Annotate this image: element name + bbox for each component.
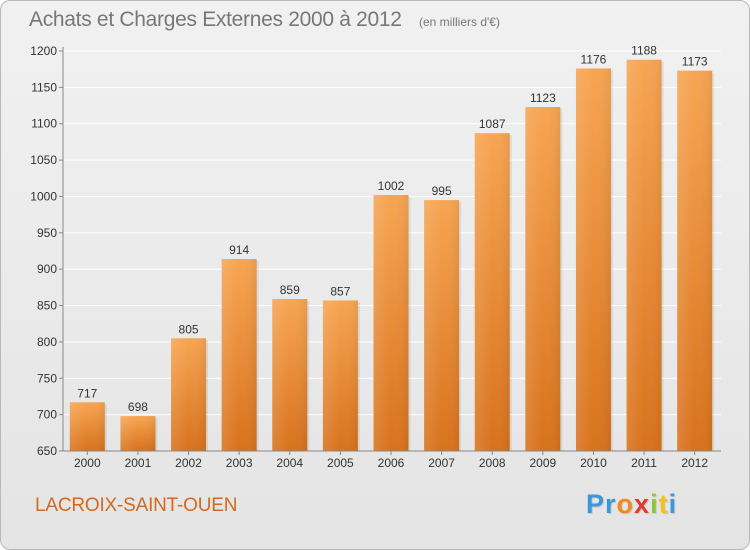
bar-value-label: 1173	[682, 55, 708, 69]
x-tick-label: 2011	[631, 456, 657, 470]
y-tick-label: 800	[37, 335, 57, 349]
x-tick-label: 2002	[175, 456, 202, 470]
logo-letter: i	[668, 489, 678, 519]
bar-value-label: 1188	[631, 44, 657, 58]
bars	[69, 59, 715, 452]
x-tick-label: 2007	[428, 456, 455, 470]
bar-value-label: 805	[179, 322, 199, 336]
y-tick-label: 1100	[31, 117, 57, 131]
logo-letter: o	[616, 489, 635, 519]
bar-value-label: 857	[330, 284, 350, 298]
x-tick-label: 2008	[479, 456, 506, 470]
x-tick-label: 2010	[580, 456, 607, 470]
bar-shine	[424, 200, 460, 451]
bar-shine	[677, 70, 713, 452]
bar-shine	[575, 68, 611, 452]
bar-value-label: 1123	[530, 91, 556, 105]
axes	[59, 47, 721, 455]
bar-shine	[322, 300, 358, 451]
logo-letter: r	[605, 489, 617, 519]
bar-shine	[120, 416, 156, 451]
x-tick-label: 2003	[226, 456, 253, 470]
y-tick-label: 1000	[30, 189, 57, 203]
y-tick-label: 950	[37, 226, 57, 240]
logo-letter: P	[586, 489, 606, 519]
bar-shine	[272, 299, 308, 451]
y-tick-label: 900	[37, 262, 57, 276]
bar-shine	[474, 133, 510, 451]
x-tick-label: 2004	[276, 456, 303, 470]
y-tick-label: 750	[37, 371, 57, 385]
logo-letter: i	[650, 489, 659, 519]
y-tick-label: 1200	[30, 44, 57, 58]
bar-shine	[69, 402, 105, 451]
bar-value-label: 717	[77, 386, 97, 400]
x-tick-label: 2000	[74, 456, 101, 470]
x-tick-label: 2001	[125, 456, 152, 470]
y-tick-label: 650	[37, 444, 57, 458]
bar-value-label: 914	[229, 243, 249, 257]
bar-value-label: 698	[128, 400, 148, 414]
x-tick-label: 2012	[681, 456, 708, 470]
bar-shine	[373, 195, 409, 451]
bar-value-label: 859	[280, 283, 300, 297]
bar-shine	[221, 259, 257, 451]
bar-value-label: 1087	[479, 117, 506, 131]
y-tick-label: 700	[37, 408, 57, 422]
bar-value-label: 1176	[581, 52, 607, 66]
y-tick-label: 850	[37, 299, 57, 313]
bar-value-label: 995	[432, 184, 452, 198]
x-tick-label: 2009	[529, 456, 556, 470]
bar-shine	[171, 338, 207, 451]
labels: 650 700 750 800 850 900 950 1000 1050 1100 1150 120…	[30, 44, 708, 470]
chart-title: Achats et Charges Externes 2000 à 2012	[29, 8, 402, 31]
y-tick-label: 1150	[31, 80, 57, 94]
proxiti-logo[interactable]: Proxiti	[586, 489, 677, 520]
bar-shine	[626, 59, 662, 452]
x-tick-label: 2005	[327, 456, 354, 470]
logo-letter: x	[634, 489, 651, 519]
bar-shine	[525, 107, 561, 451]
chart-subtitle: (en milliers d'€)	[419, 15, 500, 29]
bar-value-label: 1002	[378, 179, 405, 193]
city-name: LACROIX-SAINT-OUEN	[35, 495, 238, 516]
logo-letter: t	[658, 489, 669, 519]
x-tick-label: 2006	[378, 456, 405, 470]
y-tick-label: 1050	[30, 153, 57, 167]
